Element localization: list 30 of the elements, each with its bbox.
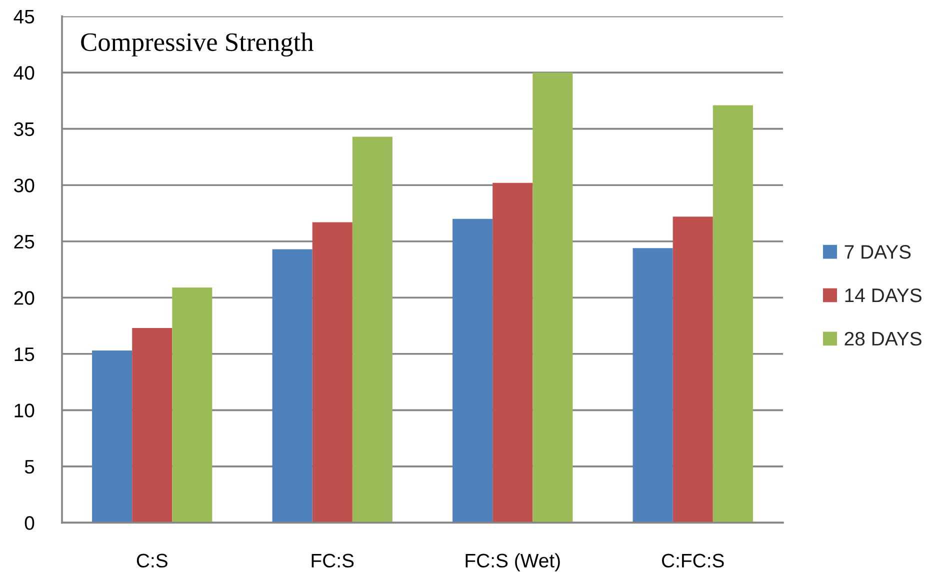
y-tick-label: 20 — [14, 291, 34, 305]
y-tick-label: 35 — [14, 122, 34, 136]
text: Compressive Strength — [81, 32, 314, 57]
bar — [632, 248, 673, 523]
bar — [352, 136, 392, 523]
y-tick-label: 45 — [14, 10, 34, 24]
bar — [272, 249, 312, 523]
y-tick-label: 0 — [24, 516, 34, 530]
bar — [132, 328, 172, 523]
bar — [452, 218, 493, 523]
y-tick-label: 15 — [14, 348, 34, 362]
legend-label: 28 DAYS — [844, 332, 922, 346]
y-tick-label: 30 — [14, 178, 34, 192]
x-tick-label: FC:S (Wet) — [466, 553, 560, 572]
y-tick-label: 25 — [14, 234, 34, 249]
x-tick-label: C:FC:S — [662, 554, 724, 568]
bar — [672, 216, 713, 523]
bar — [312, 222, 352, 523]
x-tick-label: FC:S — [312, 554, 354, 568]
y-tick-label: 10 — [14, 404, 34, 418]
legend-label: 7 DAYS — [844, 245, 911, 259]
bar — [492, 182, 533, 523]
legend-label: 14 DAYS — [845, 288, 922, 302]
y-tick-label: 5 — [24, 460, 34, 474]
y-tick-label: 40 — [14, 66, 34, 80]
bar — [532, 72, 573, 523]
bar — [172, 288, 212, 523]
bar — [712, 105, 753, 523]
bar — [92, 350, 132, 523]
x-tick-label: C:S — [136, 554, 168, 568]
